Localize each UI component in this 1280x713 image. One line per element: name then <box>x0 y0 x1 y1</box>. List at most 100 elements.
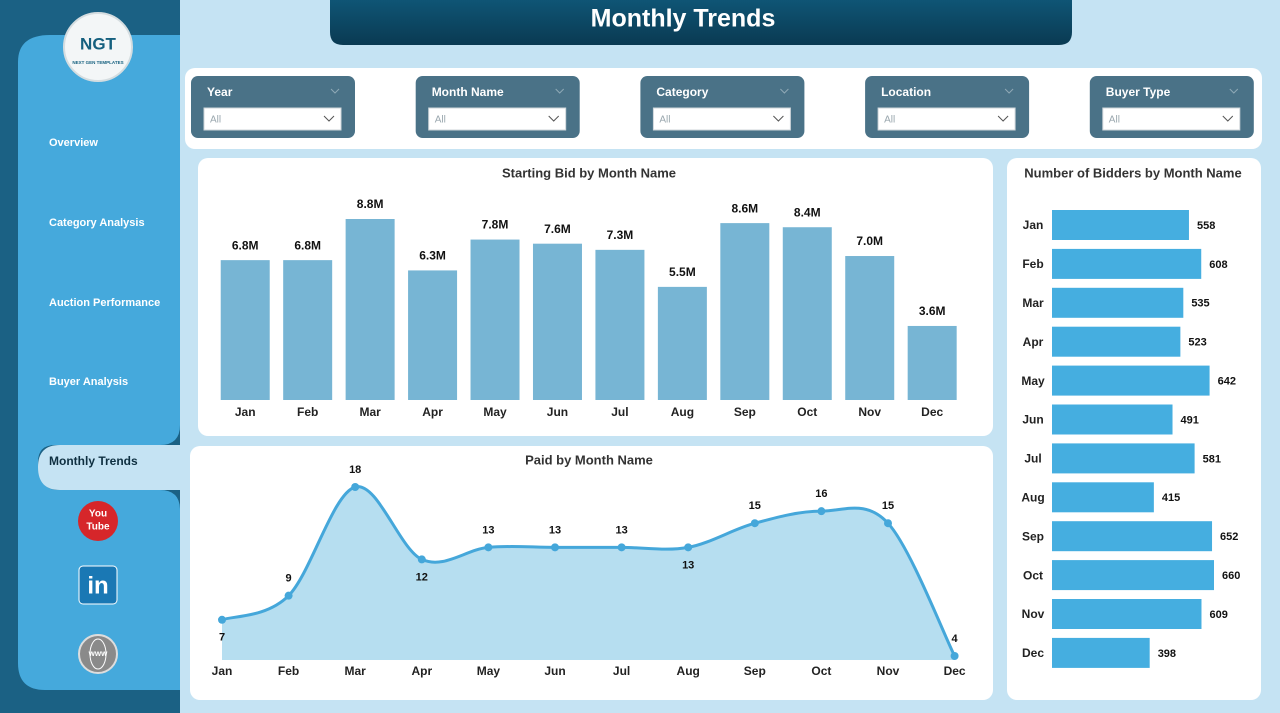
x-tick-label: Nov <box>877 664 900 678</box>
bar <box>595 249 645 400</box>
youtube-text: You <box>89 509 107 520</box>
nav-item[interactable]: Overview <box>49 137 98 149</box>
web-icon[interactable]: www <box>78 634 118 674</box>
y-tick-label: Oct <box>1023 568 1043 582</box>
x-tick-label: Mar <box>359 405 381 419</box>
data-label: 8.8M <box>357 197 384 211</box>
data-label: 415 <box>1162 492 1180 504</box>
x-tick-label: Jul <box>611 405 628 419</box>
x-tick-label: Aug <box>677 664 700 678</box>
linkedin-box <box>78 565 118 605</box>
x-tick-label: May <box>483 405 507 419</box>
data-label: 13 <box>549 524 561 536</box>
title-banner <box>330 0 1072 45</box>
data-label: 13 <box>482 524 494 536</box>
y-tick-label: Jul <box>1024 452 1041 466</box>
x-tick-label: Nov <box>858 405 881 419</box>
bar <box>1052 521 1213 552</box>
bar <box>283 260 333 400</box>
data-label: 3.6M <box>919 304 946 318</box>
y-tick-label: Mar <box>1022 296 1044 310</box>
data-label: 6.3M <box>419 249 446 263</box>
data-label: 558 <box>1197 220 1215 232</box>
filter-label: Category <box>656 85 708 99</box>
dropdown-arrow <box>997 115 1009 122</box>
x-tick-label: Mar <box>345 664 367 678</box>
data-label: 4 <box>952 633 959 645</box>
point <box>484 543 493 552</box>
bar <box>1052 443 1195 474</box>
data-label: 12 <box>416 571 428 583</box>
filter-dropdown[interactable] <box>203 107 342 131</box>
linkedin-icon[interactable]: in <box>78 565 118 605</box>
youtube-icon[interactable]: You Tube <box>78 501 118 541</box>
web-circle <box>78 634 118 674</box>
data-label: 5.5M <box>669 265 696 279</box>
bar <box>720 223 770 400</box>
data-label: 8.4M <box>794 205 821 219</box>
bar <box>1052 599 1202 629</box>
data-label: 15 <box>749 500 761 512</box>
x-tick-label: Apr <box>411 664 432 678</box>
data-label: 9 <box>286 573 292 585</box>
x-tick-label: Feb <box>278 664 299 678</box>
bar <box>845 256 895 400</box>
bar <box>657 286 707 400</box>
x-tick-label: Jan <box>235 405 256 419</box>
filter-label: Buyer Type <box>1106 85 1171 99</box>
data-label: 7.3M <box>607 228 634 242</box>
filter-dropdown[interactable] <box>652 107 791 131</box>
data-label: 660 <box>1222 570 1240 582</box>
filter-value: All <box>1109 115 1120 126</box>
nav-item-active[interactable]: Monthly Trends <box>49 454 138 468</box>
bar <box>1052 637 1150 668</box>
chart-title: Starting Bid by Month Name <box>502 165 676 180</box>
chart-title: Number of Bidders by Month Name <box>1024 165 1241 180</box>
data-label: 491 <box>1181 414 1199 426</box>
x-tick-label: May <box>477 664 501 678</box>
y-tick-label: Dec <box>1022 646 1044 660</box>
youtube-circle <box>78 501 118 541</box>
line <box>221 485 956 657</box>
nav-item[interactable]: Buyer Analysis <box>49 376 128 388</box>
x-tick-label: Jan <box>212 664 233 678</box>
filter-dropdown[interactable] <box>428 107 567 131</box>
filter-value: All <box>659 115 670 126</box>
x-tick-label: Sep <box>734 405 756 419</box>
area <box>222 486 955 660</box>
bar <box>1052 560 1214 591</box>
x-tick-label: Jul <box>613 664 630 678</box>
y-tick-label: Aug <box>1021 490 1044 504</box>
bar <box>1052 365 1210 396</box>
bar <box>470 239 520 400</box>
data-label: 642 <box>1218 376 1236 388</box>
x-tick-label: Feb <box>297 405 318 419</box>
data-label: 13 <box>615 524 627 536</box>
data-label: 18 <box>349 464 361 476</box>
point <box>218 615 226 624</box>
x-tick-label: Jun <box>544 664 565 678</box>
point <box>750 519 759 528</box>
nav-selected <box>38 445 180 490</box>
filter-dropdown[interactable] <box>877 107 1016 131</box>
point <box>884 519 892 528</box>
bar <box>220 260 270 400</box>
filter-dropdown[interactable] <box>1102 107 1241 131</box>
y-tick-label: Apr <box>1023 335 1044 349</box>
y-tick-label: Sep <box>1022 529 1044 543</box>
dropdown-arrow <box>323 115 335 122</box>
dropdown-arrow <box>548 115 560 122</box>
nav-panel <box>18 35 180 690</box>
y-tick-label: Jan <box>1023 218 1044 232</box>
nav-item[interactable]: Category Analysis <box>49 217 145 229</box>
data-label: 609 <box>1209 609 1227 621</box>
bar <box>1052 326 1181 357</box>
filter-label: Location <box>881 85 931 99</box>
bar <box>907 325 957 400</box>
nav-item[interactable]: Auction Performance <box>49 297 160 309</box>
point <box>284 591 293 600</box>
filter-value: All <box>210 115 221 126</box>
filter-caret <box>330 88 340 94</box>
data-label: 7.6M <box>544 222 571 236</box>
